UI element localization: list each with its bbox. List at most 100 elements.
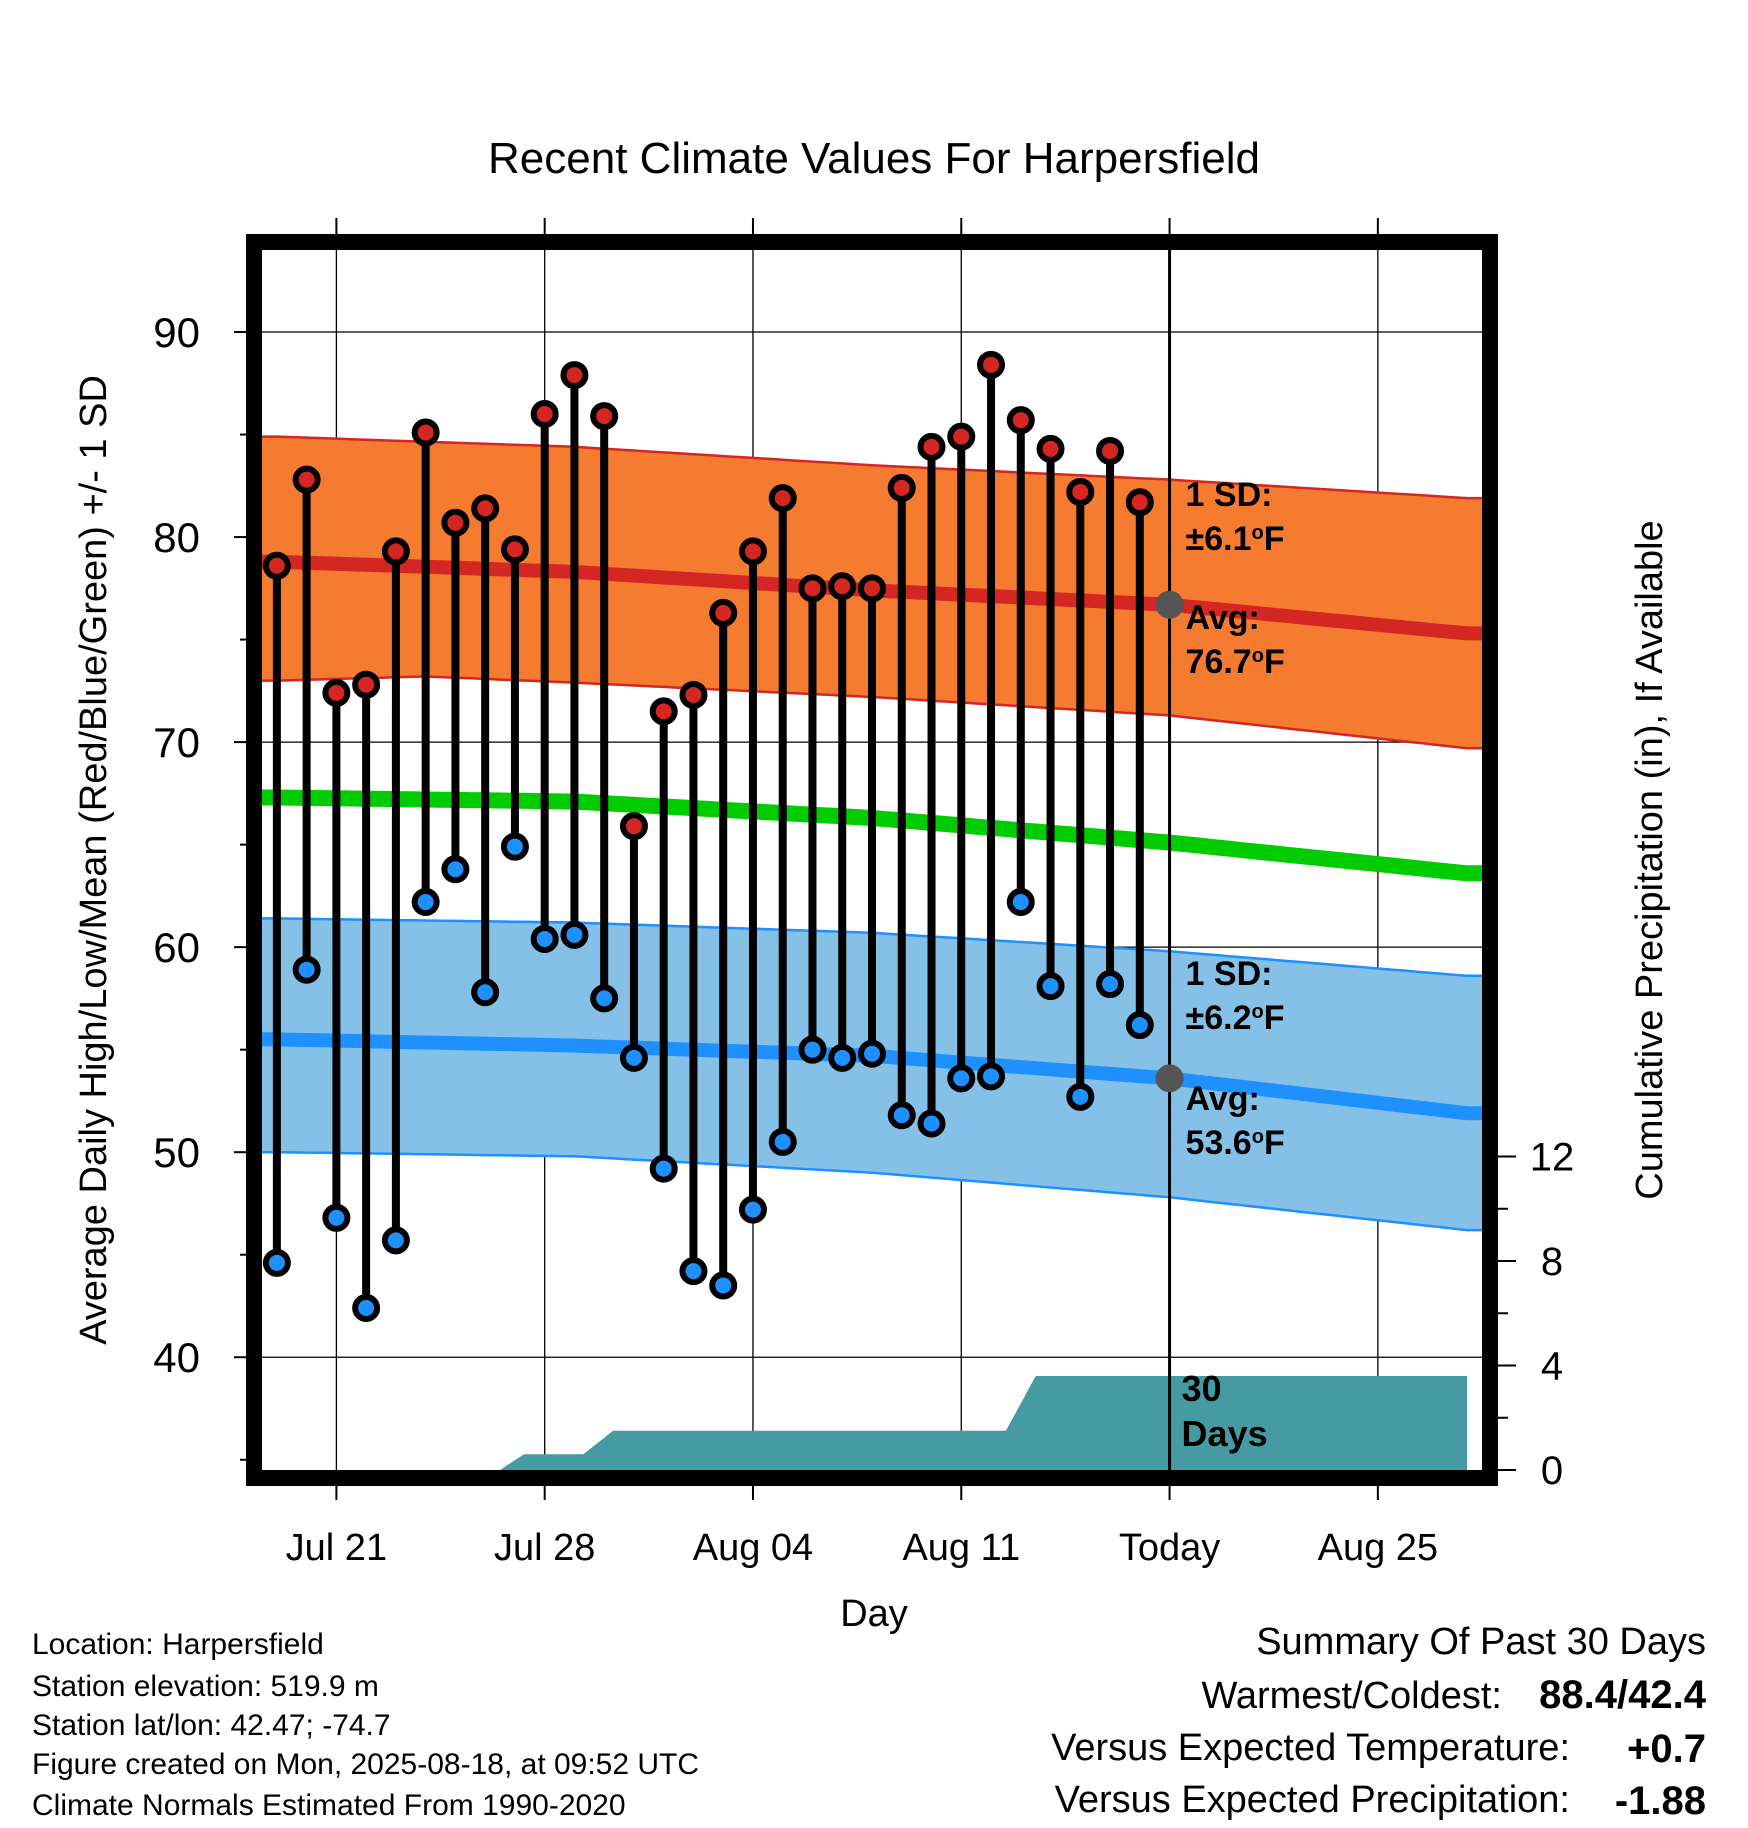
daily-high-point [858, 574, 886, 603]
high-avg-degree: o [1252, 645, 1264, 667]
low-avg-degree: o [1252, 1126, 1264, 1148]
daily-high-point [381, 537, 410, 566]
normal-annotations: 1 SD: ±6.1oF Avg: 76.7oF 1 SD: ±6.2oF Avg: 53.6… [1155, 476, 1285, 1162]
daily-low-point [887, 1101, 916, 1130]
daily-low-point [560, 920, 589, 949]
daily-high-point [977, 350, 1006, 379]
summary-temp-value: +0.7 [1627, 1727, 1706, 1771]
daily-low-point [1036, 972, 1065, 1001]
x-tick-label: Aug 11 [902, 1527, 1020, 1569]
daily-low-point [1125, 1011, 1154, 1040]
daily-low-point [1006, 888, 1035, 917]
summary-precip-label: Versus Expected Precipitation: [1055, 1779, 1570, 1821]
daily-high-point [500, 535, 529, 564]
daily-high-point [709, 598, 738, 627]
x-tick-label: Aug 25 [1318, 1527, 1438, 1569]
summary-temp-label: Versus Expected Temperature: [1051, 1727, 1570, 1769]
left-axis: 40 50 60 70 80 90 [153, 309, 246, 1461]
daily-high-point [798, 574, 827, 603]
info-location: Location: Harpersfield [32, 1628, 324, 1661]
daily-low-point [858, 1039, 886, 1068]
daily-low-point [292, 955, 321, 984]
daily-low-point [530, 924, 559, 953]
daily-high-point [768, 484, 797, 513]
daily-high-point [292, 465, 321, 494]
daily-low-point [977, 1062, 1006, 1091]
daily-range-bars [262, 350, 1154, 1323]
daily-high-point [322, 678, 351, 707]
daily-low-point [768, 1127, 797, 1156]
chart-title: Recent Climate Values For Harpersfield [488, 134, 1260, 183]
daily-high-point [352, 670, 381, 699]
low-sd-unit: F [1264, 999, 1285, 1037]
left-tick-label: 80 [153, 514, 200, 561]
precip-days-label: Days [1182, 1413, 1268, 1454]
info-elevation: Station elevation: 519.9 m [32, 1670, 379, 1703]
low-sd-lower-edge [262, 1150, 1482, 1232]
high-sd-upper-edge [262, 435, 1482, 500]
daily-low-point [709, 1271, 738, 1300]
y-axis-label-left: Average Daily High/Low/Mean (Red/Blue/Gr… [73, 375, 115, 1345]
daily-low-point [590, 984, 619, 1013]
low-avg-marker [1155, 1064, 1184, 1093]
daily-low-point [679, 1257, 708, 1286]
daily-low-point [381, 1226, 410, 1255]
daily-low-point [917, 1109, 946, 1138]
daily-high-point [590, 402, 619, 431]
daily-high-point [1125, 488, 1154, 517]
left-tick-label: 90 [153, 309, 200, 356]
daily-high-point [262, 551, 291, 580]
right-axis: 0 4 8 12 [1498, 1136, 1574, 1493]
daily-low-point [352, 1294, 381, 1323]
daily-high-point [411, 418, 440, 447]
x-tick-label: Jul 21 [286, 1527, 387, 1569]
x-tick-label: Jul 28 [494, 1527, 595, 1569]
info-normals: Climate Normals Estimated From 1990-2020 [32, 1789, 626, 1822]
daily-high-point [1096, 436, 1125, 465]
daily-low-point [262, 1248, 291, 1277]
daily-high-point [441, 508, 470, 537]
daily-high-point [619, 812, 648, 841]
high-sd-unit: F [1264, 520, 1285, 558]
daily-high-point [917, 432, 946, 461]
high-sd-degree: o [1251, 522, 1263, 544]
daily-high-point [887, 473, 916, 502]
daily-low-point [441, 855, 470, 884]
plot-frame [246, 234, 1498, 1486]
low-sd-value: ±6.2oF [1186, 999, 1285, 1037]
high-avg-marker [1155, 590, 1184, 619]
daily-low-point [322, 1203, 351, 1232]
daily-low-point [828, 1043, 857, 1072]
daily-low-point [619, 1043, 648, 1072]
left-tick-label: 70 [153, 719, 200, 766]
daily-high-point [1006, 406, 1035, 435]
precip-days-label: 30 [1182, 1368, 1222, 1409]
info-latlon: Station lat/lon: 42.47; -74.7 [32, 1709, 391, 1742]
low-sd-degree: o [1251, 1001, 1263, 1023]
daily-high-point [649, 697, 678, 726]
daily-low-point [738, 1195, 767, 1224]
daily-low-point [1066, 1082, 1095, 1111]
daily-high-point [828, 572, 857, 601]
high-avg-unit: F [1264, 643, 1285, 681]
right-tick-label: 8 [1541, 1240, 1563, 1284]
right-tick-label: 12 [1530, 1136, 1575, 1180]
low-avg-value: 53.6oF [1186, 1124, 1285, 1162]
precip-cumulative-area [500, 1376, 1468, 1470]
daily-low-point [411, 888, 440, 917]
daily-low-point [798, 1035, 827, 1064]
daily-high-point [947, 422, 976, 451]
info-created: Figure created on Mon, 2025-08-18, at 09… [32, 1748, 699, 1781]
daily-low-point [1096, 970, 1125, 999]
left-tick-label: 60 [153, 924, 200, 971]
x-tick-label: Today [1119, 1527, 1220, 1569]
daily-low-point [500, 832, 529, 861]
daily-low-point [471, 978, 500, 1007]
summary-title: Summary Of Past 30 Days [1256, 1621, 1706, 1663]
low-avg-unit: F [1264, 1124, 1285, 1162]
daily-low-point [947, 1064, 976, 1093]
left-tick-label: 40 [153, 1334, 200, 1381]
high-avg-label: Avg: [1186, 599, 1260, 637]
